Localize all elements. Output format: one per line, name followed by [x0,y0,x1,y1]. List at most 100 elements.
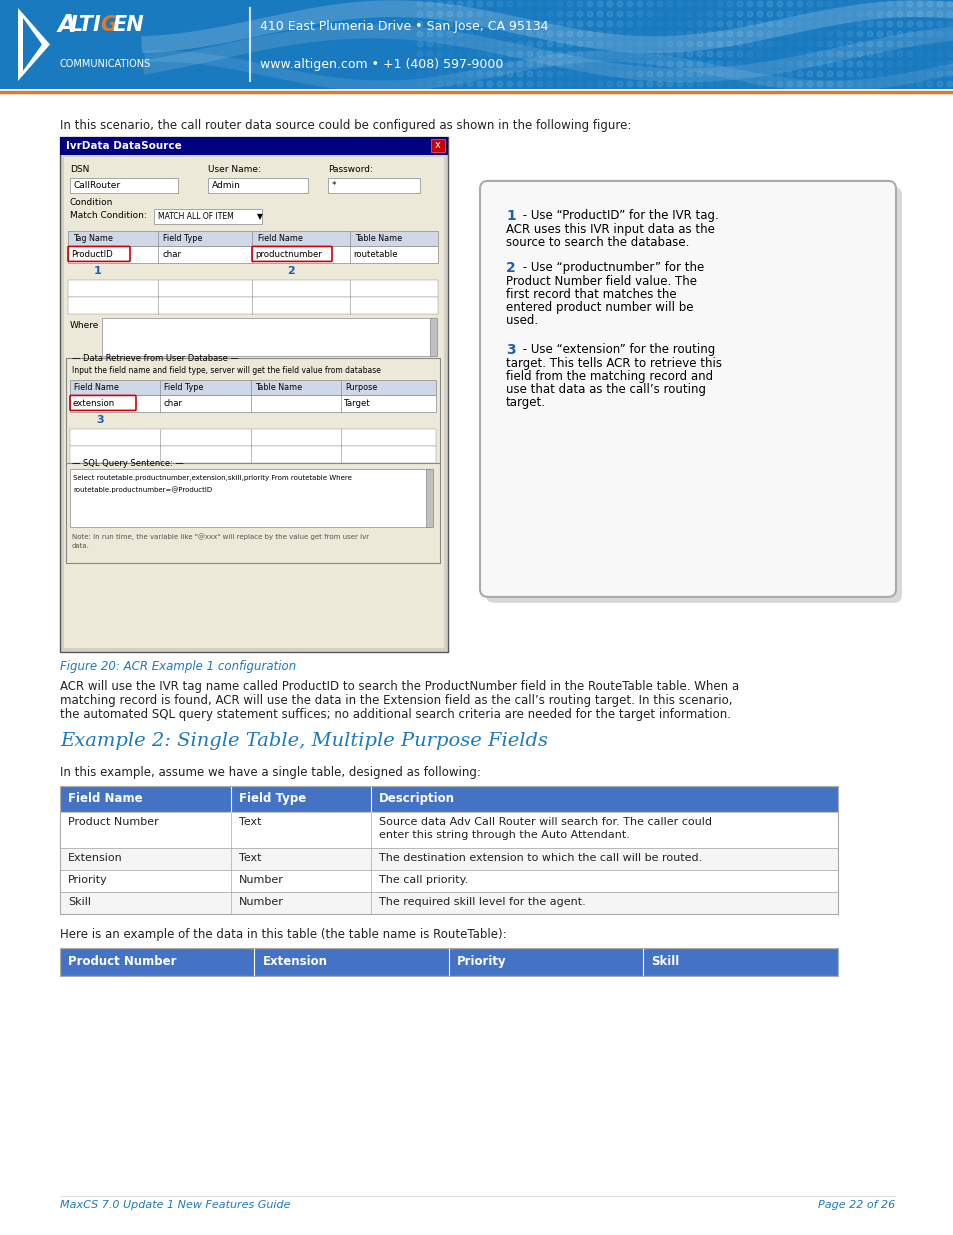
Circle shape [657,51,662,57]
Circle shape [666,62,672,67]
Circle shape [896,21,902,27]
Circle shape [626,82,632,86]
Circle shape [906,41,912,47]
Circle shape [567,11,572,17]
Circle shape [467,82,473,86]
Text: ACR will use the IVR tag name called ProductID to search the ProductNumber field: ACR will use the IVR tag name called Pro… [60,680,739,693]
Circle shape [456,82,462,86]
Circle shape [837,51,841,57]
Text: Text: Text [239,816,261,827]
Circle shape [646,21,652,27]
Circle shape [436,21,442,27]
Circle shape [537,41,542,47]
Bar [60,892,837,914]
Circle shape [567,31,572,37]
Circle shape [476,21,482,27]
Circle shape [746,21,752,27]
Circle shape [946,11,952,17]
Circle shape [606,82,612,86]
Circle shape [866,21,872,27]
Circle shape [737,51,742,57]
Text: Tag Name: Tag Name [73,233,112,243]
Circle shape [587,41,592,47]
Circle shape [547,62,552,67]
Circle shape [646,72,652,77]
Circle shape [617,41,622,47]
Circle shape [507,51,513,57]
Text: first record that matches the: first record that matches the [505,288,676,301]
Circle shape [857,41,862,47]
Text: - Use “extension” for the routing: - Use “extension” for the routing [518,343,715,356]
Circle shape [886,62,892,67]
Text: ▼: ▼ [256,212,263,221]
Circle shape [817,1,821,7]
Text: x: x [435,141,440,151]
Circle shape [726,62,732,67]
Text: Table Name: Table Name [254,383,302,391]
Circle shape [427,1,433,7]
Circle shape [577,11,582,17]
Circle shape [817,51,821,57]
Bar [68,246,437,263]
Circle shape [726,31,732,37]
Text: MATCH ALL OF ITEM: MATCH ALL OF ITEM [158,212,233,221]
Circle shape [617,31,622,37]
Text: MaxCS 7.0 Update 1 New Features Guide: MaxCS 7.0 Update 1 New Features Guide [60,1200,291,1210]
Circle shape [517,51,522,57]
Bar [60,948,837,976]
Text: In this example, assume we have a single table, designed as following:: In this example, assume we have a single… [60,766,480,779]
Circle shape [757,21,762,27]
Circle shape [797,11,802,17]
Circle shape [896,11,902,17]
Circle shape [886,72,892,77]
Text: The required skill level for the agent.: The required skill level for the agent. [378,897,585,906]
Text: 410 East Plumeria Drive • San Jose, CA 95134: 410 East Plumeria Drive • San Jose, CA 9… [260,20,548,33]
Bar [60,848,837,869]
Text: — Data Retrieve from User Database —: — Data Retrieve from User Database — [71,354,238,363]
Circle shape [517,62,522,67]
Circle shape [706,31,712,37]
Circle shape [697,11,702,17]
Circle shape [436,82,442,86]
Circle shape [557,82,562,86]
Text: ProductID: ProductID [71,249,112,259]
Bar [60,869,837,892]
Circle shape [497,51,502,57]
Text: Table Name: Table Name [355,233,402,243]
Circle shape [757,72,762,77]
Circle shape [806,62,812,67]
Circle shape [777,82,782,86]
Circle shape [447,51,453,57]
Circle shape [946,21,952,27]
Text: Condition: Condition [70,198,113,207]
Circle shape [447,41,453,47]
Circle shape [946,72,952,77]
Bar [60,785,837,811]
Circle shape [896,62,902,67]
Circle shape [686,41,692,47]
Circle shape [677,51,682,57]
Circle shape [597,21,602,27]
Circle shape [886,1,892,7]
Circle shape [846,41,852,47]
Circle shape [606,1,612,7]
Text: Figure 20: ACR Example 1 configuration: Figure 20: ACR Example 1 configuration [60,659,296,673]
Text: Field Type: Field Type [164,383,203,391]
Circle shape [777,21,782,27]
Circle shape [866,31,872,37]
Text: Admin: Admin [212,180,240,190]
Text: Match Condition:: Match Condition: [70,211,147,220]
Bar [68,231,437,246]
Circle shape [657,62,662,67]
Circle shape [866,51,872,57]
Bar [60,137,448,652]
Circle shape [617,1,622,7]
Bar [68,280,437,296]
Circle shape [657,1,662,7]
Text: Note: In run time, the variable like "@xxx" will replace by the value get from u: Note: In run time, the variable like "@x… [71,534,369,540]
Circle shape [447,31,453,37]
Circle shape [646,82,652,86]
Text: use that data as the call’s routing: use that data as the call’s routing [505,383,705,396]
Circle shape [527,51,532,57]
Circle shape [926,21,932,27]
